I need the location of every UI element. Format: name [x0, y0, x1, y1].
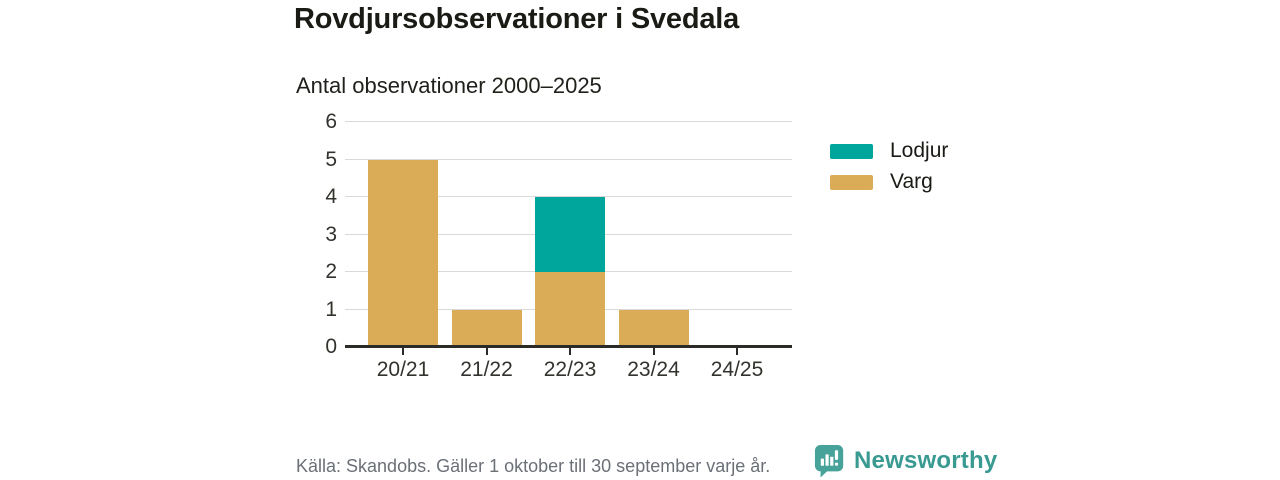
x-tick-23-24: [652, 348, 655, 355]
x-tick-label-23-24: 23/24: [627, 358, 680, 381]
legend-swatch-varg: [830, 174, 873, 190]
x-axis-labels: 20/21 21/22 22/23 23/24 24/25: [345, 348, 792, 393]
legend-item-lodjur: Lodjur: [830, 139, 949, 162]
y-tick-label-3: 3: [325, 222, 337, 246]
plot-area: [345, 121, 792, 347]
y-axis-labels: 0 1 2 3 4 5 6: [270, 110, 337, 358]
x-tick-21-22: [485, 348, 488, 355]
bar-20-21-varg: [368, 159, 438, 347]
chart-legend: Lodjur Varg: [830, 139, 949, 202]
x-tick-label-22-23: 22/23: [543, 358, 597, 381]
x-tick-24-25: [736, 348, 738, 355]
legend-swatch-lodjur: [830, 143, 873, 159]
x-tick-label-20-21: 20/21: [376, 358, 430, 381]
bar-21-22-varg: [451, 309, 522, 347]
gridline-y5: [345, 158, 792, 160]
page-title: Rovdjursobservationer i Svedala: [294, 3, 740, 35]
source-note: Källa: Skandobs. Gäller 1 oktober till 3…: [296, 456, 771, 476]
newsworthy-brand: Newsworthy: [814, 444, 997, 478]
y-tick-label-1: 1: [325, 297, 337, 321]
x-axis-line: [345, 345, 792, 348]
x-tick-22-23: [569, 348, 571, 355]
y-tick-label-6: 6: [325, 110, 337, 133]
bar-23-24-varg: [618, 309, 689, 347]
x-tick-label-21-22: 21/22: [460, 358, 513, 381]
x-tick-20-21: [402, 348, 404, 355]
y-tick-label-2: 2: [325, 260, 337, 283]
newsworthy-brand-name: Newsworthy: [854, 447, 998, 474]
legend-item-varg: Varg: [830, 170, 948, 193]
legend-label-lodjur: Lodjur: [890, 139, 949, 162]
bar-22-23-varg: [535, 272, 605, 347]
y-tick-label-4: 4: [325, 185, 337, 208]
gridline-y6: [345, 121, 792, 122]
x-tick-label-24-25: 24/25: [710, 358, 764, 381]
gridline-y4: [345, 196, 792, 197]
chart-subtitle: Antal observationer 2000–2025: [296, 73, 602, 98]
y-tick-label-5: 5: [325, 147, 337, 171]
legend-label-varg: Varg: [890, 170, 933, 193]
newsworthy-logo-icon: [814, 445, 844, 478]
bar-22-23-lodjur: [535, 197, 605, 272]
y-tick-label-0: 0: [325, 335, 337, 358]
